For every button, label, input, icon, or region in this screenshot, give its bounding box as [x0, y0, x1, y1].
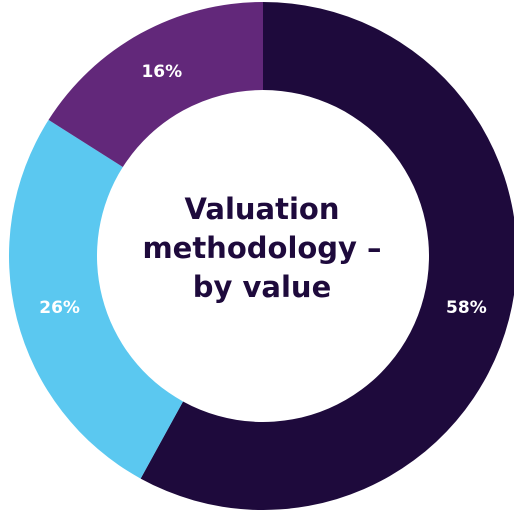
chart-title: Valuation methodology – by value	[142, 192, 382, 304]
donut-segment	[48, 2, 263, 168]
value-label: 16%	[141, 62, 182, 82]
donut-segment	[140, 2, 514, 510]
value-label: 26%	[39, 298, 80, 318]
value-label: 58%	[446, 298, 487, 318]
donut-segment	[8, 119, 184, 479]
